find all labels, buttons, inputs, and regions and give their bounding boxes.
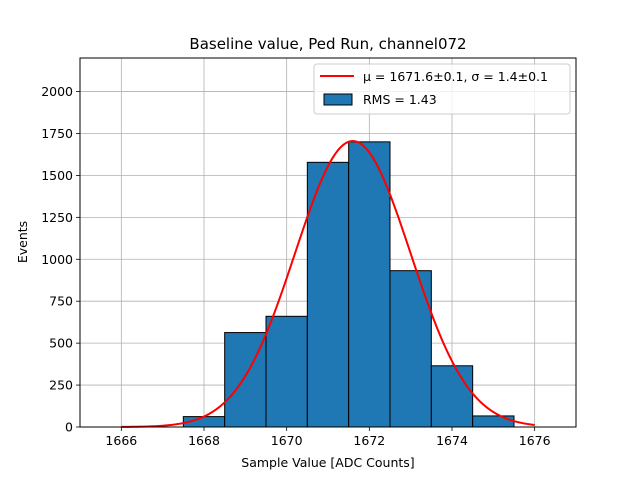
y-tick-label: 1250 (41, 210, 73, 225)
legend-histogram-label: RMS = 1.43 (363, 92, 437, 107)
y-tick-label: 1750 (41, 126, 73, 141)
legend-box (313, 63, 571, 115)
y-tick-label: 1500 (41, 168, 73, 183)
histogram-bar (306, 161, 350, 428)
y-axis-ticks: 0 250 500 750 1000 1250 1500 1750 2000 (41, 84, 80, 435)
x-tick-label: 1668 (188, 433, 220, 448)
y-tick-label: 750 (49, 294, 73, 309)
x-axis-ticks: 1666 1668 1670 1672 1674 1676 (105, 427, 551, 448)
histogram-bar (472, 415, 515, 428)
x-tick-label: 1674 (436, 433, 468, 448)
gaussian-fit-curve (121, 140, 535, 428)
histogram-bar (265, 315, 308, 428)
y-tick-label: 0 (65, 420, 73, 435)
histogram-bar (430, 365, 474, 428)
chart-title: Baseline value, Ped Run, channel072 (189, 35, 466, 53)
y-axis-label: Events (15, 221, 30, 263)
x-axis-label: Sample Value [ADC Counts] (241, 455, 414, 470)
legend-histogram-swatch (323, 93, 353, 106)
y-tick-label: 2000 (41, 84, 73, 99)
legend-fit-label: μ = 1671.6±0.1, σ = 1.4±0.1 (363, 69, 548, 84)
x-tick-label: 1670 (271, 433, 303, 448)
x-tick-label: 1672 (353, 433, 385, 448)
x-tick-label: 1676 (519, 433, 551, 448)
histogram-bar (348, 141, 391, 428)
x-tick-label: 1666 (105, 433, 137, 448)
y-tick-label: 1000 (41, 252, 73, 267)
plot-frame (79, 57, 577, 428)
y-tick-label: 250 (49, 378, 73, 393)
legend: μ = 1671.6±0.1, σ = 1.4±0.1 RMS = 1.43 (313, 63, 571, 115)
y-tick-label: 500 (49, 336, 73, 351)
